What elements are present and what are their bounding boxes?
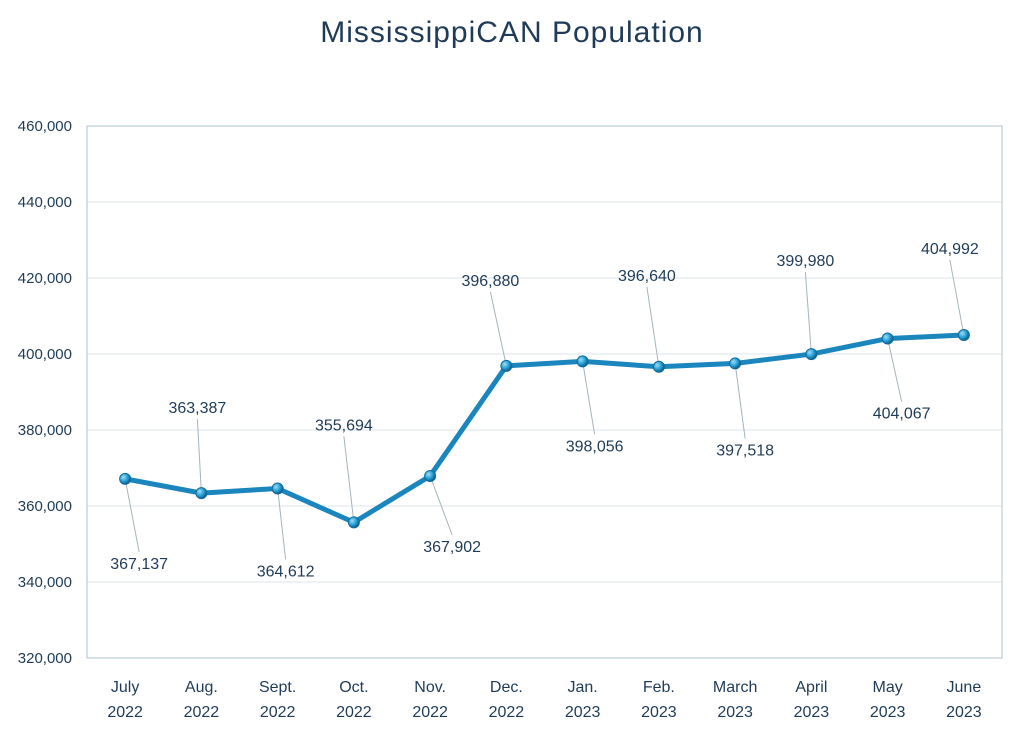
leader-line <box>277 488 287 560</box>
x-tick-label: Jan. 2023 <box>565 679 601 721</box>
data-point <box>424 469 437 482</box>
leader-line <box>343 436 355 523</box>
data-point <box>271 482 284 495</box>
x-tick-label-line: July <box>111 679 139 696</box>
data-label: 398,056 <box>566 438 624 455</box>
axes <box>86 125 1003 659</box>
leader-line <box>734 363 746 439</box>
x-tick-label-line: April <box>795 679 827 696</box>
x-tick-label-line: 2022 <box>336 704 372 721</box>
y-tick-label: 460,000 <box>18 118 72 135</box>
y-tick-label: 440,000 <box>18 194 72 211</box>
series-line <box>122 332 967 525</box>
plot-border <box>86 125 1003 659</box>
leader-line <box>887 338 903 402</box>
x-axis-ticks: July 2022 Aug. 2022 Sept. 2022 Oct. 2022 Nov. 202… <box>107 679 981 721</box>
data-point <box>957 329 970 342</box>
x-tick-label-line: June <box>947 679 982 696</box>
x-tick-label: Feb. 2023 <box>641 679 677 721</box>
data-point <box>195 487 208 500</box>
data-point <box>119 472 132 485</box>
data-point <box>500 359 513 372</box>
x-tick-label: May 2023 <box>870 679 906 721</box>
x-tick-label: Nov. 2022 <box>412 679 448 721</box>
leader-line <box>646 286 660 367</box>
x-tick-label-line: Nov. <box>414 679 446 696</box>
x-tick-label: April 2023 <box>794 679 830 721</box>
data-point <box>652 360 665 373</box>
data-label: 396,640 <box>618 268 676 285</box>
x-tick-label-line: 2022 <box>489 704 525 721</box>
data-label: 404,067 <box>873 406 931 423</box>
data-point <box>805 348 818 361</box>
x-tick-label-line: Jan. <box>568 679 598 696</box>
data-point <box>729 357 742 370</box>
y-tick-label: 420,000 <box>18 270 72 287</box>
leader-line <box>489 291 507 366</box>
data-labels: 367,137 363,387 364,612 355,694 367,902 396,8… <box>110 241 979 580</box>
data-point <box>576 355 589 368</box>
chart-title: MississippiCAN Population <box>320 16 704 49</box>
x-tick-label-line: May <box>873 679 903 696</box>
data-label: 396,880 <box>461 273 519 290</box>
leader-line <box>949 259 965 336</box>
x-tick-label-line: 2023 <box>717 704 753 721</box>
x-tick-label: June 2023 <box>946 679 982 721</box>
data-point <box>347 516 360 529</box>
data-label: 364,612 <box>257 563 315 580</box>
leader-line <box>429 475 453 536</box>
x-tick-label-line: Dec. <box>490 679 523 696</box>
x-tick-label: Dec. 2022 <box>489 679 525 721</box>
x-tick-label-line: 2023 <box>794 704 830 721</box>
x-tick-label: July 2022 <box>107 679 143 721</box>
y-tick-label: 340,000 <box>18 574 72 591</box>
x-tick-label: March 2023 <box>713 679 757 721</box>
x-tick-label-line: Feb. <box>643 679 675 696</box>
leader-line <box>804 272 812 355</box>
data-label: 399,980 <box>776 253 834 270</box>
gridlines <box>87 125 1002 659</box>
x-tick-label-line: 2023 <box>565 704 601 721</box>
leader-line <box>124 478 140 552</box>
data-label: 367,137 <box>110 556 168 573</box>
leader-line <box>582 361 596 435</box>
data-markers <box>119 329 970 529</box>
x-tick-label: Oct. 2022 <box>336 679 372 721</box>
x-tick-label-line: 2023 <box>870 704 906 721</box>
x-tick-label: Aug. 2022 <box>184 679 220 721</box>
y-tick-label: 400,000 <box>18 346 72 363</box>
x-tick-label-line: 2023 <box>641 704 677 721</box>
x-tick-label-line: Oct. <box>339 679 368 696</box>
x-tick-label-line: Aug. <box>185 679 218 696</box>
x-tick-label-line: 2022 <box>260 704 296 721</box>
data-label: 397,518 <box>716 442 774 459</box>
y-tick-label: 360,000 <box>18 498 72 515</box>
x-tick-label-line: 2022 <box>107 704 143 721</box>
data-label: 363,387 <box>168 400 226 417</box>
y-tick-label: 380,000 <box>18 422 72 439</box>
data-label: 355,694 <box>315 417 373 434</box>
x-tick-label-line: 2023 <box>946 704 982 721</box>
x-tick-label: Sept. 2022 <box>259 679 296 721</box>
y-tick-label: 320,000 <box>18 650 72 667</box>
x-tick-label-line: Sept. <box>259 679 296 696</box>
x-tick-label-line: March <box>713 679 757 696</box>
x-tick-label-line: 2022 <box>412 704 448 721</box>
data-label: 367,902 <box>423 539 481 556</box>
leader-line <box>196 419 202 494</box>
series-line-layer <box>122 332 967 525</box>
leader-lines <box>124 259 965 560</box>
data-point <box>881 332 894 345</box>
y-axis-ticks: 320,000 340,000 360,000 380,000 400,000 420,0… <box>18 118 72 667</box>
x-tick-label-line: 2022 <box>184 704 220 721</box>
data-label: 404,992 <box>921 241 979 258</box>
